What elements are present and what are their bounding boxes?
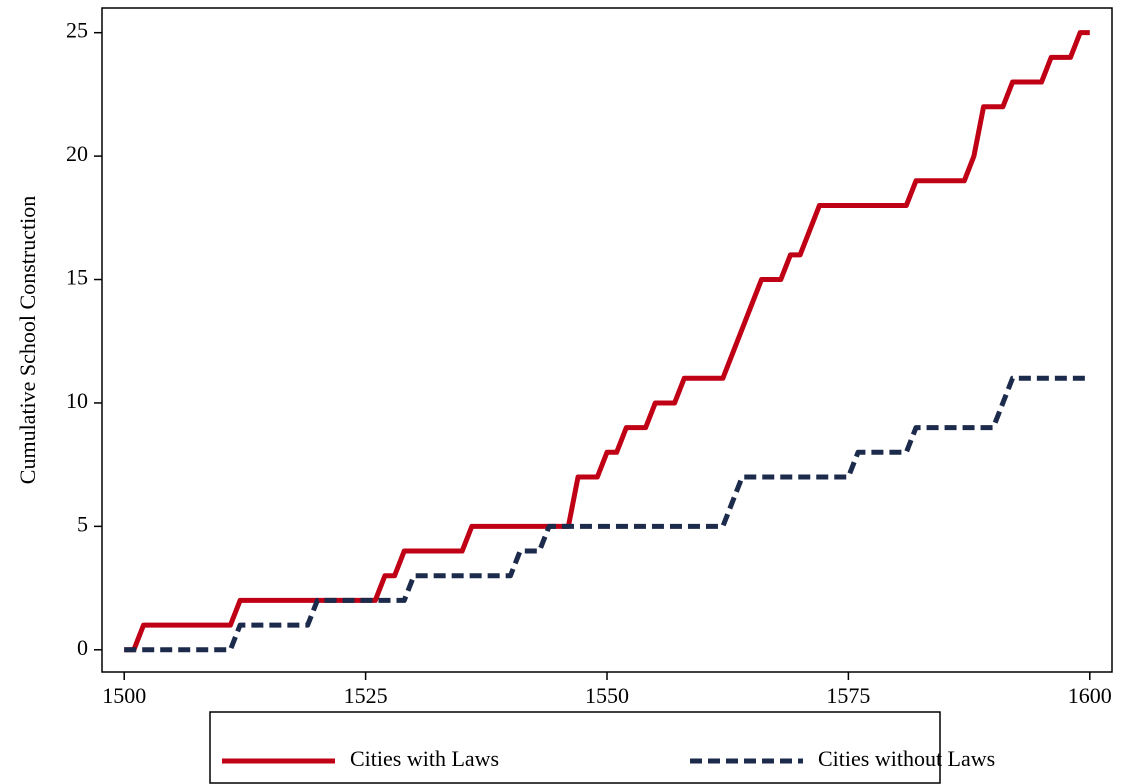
legend-label: Cities with Laws (350, 746, 499, 771)
y-tick-label: 10 (66, 388, 88, 413)
x-tick-label: 1575 (826, 683, 870, 708)
y-tick-label: 5 (77, 511, 88, 536)
y-tick-label: 25 (66, 18, 88, 43)
plot-frame (101, 7, 1113, 673)
series-line (124, 30, 1090, 653)
x-tick-label: 1525 (344, 683, 388, 708)
x-tick-label: 1500 (102, 683, 146, 708)
x-tick-label: 1600 (1068, 683, 1112, 708)
x-tick-label: 1550 (585, 683, 629, 708)
y-axis-label: Cumulative School Construction (15, 196, 40, 484)
legend-box (209, 711, 941, 784)
legend-label: Cities without Laws (818, 746, 995, 771)
series-line (124, 375, 1090, 653)
y-tick-label: 0 (77, 635, 88, 660)
y-tick-label: 15 (66, 265, 88, 290)
y-tick-label: 20 (66, 141, 88, 166)
